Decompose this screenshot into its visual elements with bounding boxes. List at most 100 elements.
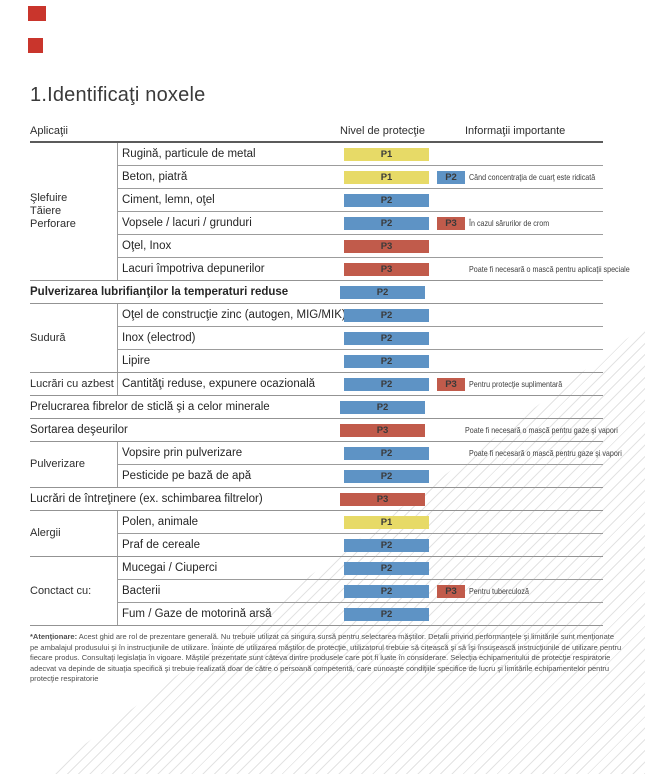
row-label: Pesticide pe bază de apă bbox=[122, 470, 252, 482]
table-row: Vopsire prin pulverizare P2 Poate fi nec… bbox=[118, 442, 622, 464]
extra-badge-slot bbox=[429, 539, 469, 552]
row-label: Lucrări de întreţinere (ex. schimbarea f… bbox=[30, 493, 263, 505]
table-section: Pulverizare Vopsire prin pulverizare P2 … bbox=[30, 442, 622, 488]
protection-level-badge: P2 bbox=[344, 308, 429, 322]
group-label: Sudură bbox=[30, 304, 118, 372]
row-label: Prelucrarea fibrelor de sticlă şi a celo… bbox=[30, 401, 270, 413]
protection-level-extra-badge: P3 bbox=[437, 216, 465, 230]
protection-level-badge: P2 bbox=[344, 584, 429, 598]
protection-level-badge: P2 bbox=[344, 561, 429, 575]
protection-level-badge: P2 bbox=[344, 331, 429, 345]
table-section: Pulverizarea lubrifianţilor la temperatu… bbox=[30, 281, 603, 304]
section-rows: Polen, animale P1 Praf de cereale P2 bbox=[118, 511, 603, 556]
row-label: Sortarea deşeurilor bbox=[30, 424, 128, 436]
row-note: În cazul sărurilor de crom bbox=[469, 218, 550, 228]
extra-badge-slot bbox=[429, 148, 469, 161]
row-note: Când concentraţia de cuarţ este ridicată bbox=[469, 172, 596, 182]
protection-level-extra-badge bbox=[437, 608, 465, 621]
section-rows: Vopsire prin pulverizare P2 Poate fi nec… bbox=[118, 442, 622, 487]
protection-level-badge: P1 bbox=[344, 515, 429, 529]
row-label: Pulverizarea lubrifianţilor la temperatu… bbox=[30, 286, 289, 298]
section-rows: Cantităţi reduse, expunere ocazională P2… bbox=[118, 373, 603, 395]
table-section: Lucrări cu azbest Cantităţi reduse, expu… bbox=[30, 373, 603, 396]
row-label: Cantităţi reduse, expunere ocazională bbox=[122, 378, 316, 390]
table-section: Prelucrarea fibrelor de sticlă şi a celo… bbox=[30, 396, 603, 419]
row-label: Vopsele / lacuri / grunduri bbox=[122, 217, 252, 229]
footnote-text: *Atenţionare: Acest ghid are rol de prez… bbox=[30, 632, 622, 685]
extra-badge-slot bbox=[425, 401, 465, 414]
row-label: Oţel de construcţie zinc (autogen, MIG/M… bbox=[122, 309, 344, 321]
protection-table: Şlefuire Tăiere Perforare Rugină, partic… bbox=[30, 143, 630, 626]
row-note: Pentru protecţie suplimentară bbox=[469, 379, 563, 389]
row-label: Vopsire prin pulverizare bbox=[122, 447, 243, 459]
protection-level-badge: P2 bbox=[344, 538, 429, 552]
group-label: Lucrări cu azbest bbox=[30, 373, 118, 395]
protection-level-extra-badge: P3 bbox=[437, 584, 465, 598]
column-header-nivel: Nivel de protecţie bbox=[340, 125, 425, 137]
protection-level-extra-badge: P3 bbox=[437, 377, 465, 391]
table-row: Lacuri împotriva depunerilor P3 Poate fi… bbox=[118, 257, 630, 280]
protection-level-extra-badge bbox=[437, 194, 465, 207]
table-row: Inox (electrod) P2 bbox=[118, 326, 603, 349]
table-header: Aplicaţii Nivel de protecţie Informaţii … bbox=[30, 123, 603, 143]
section-rows: Lucrări de întreţinere (ex. schimbarea f… bbox=[30, 488, 603, 510]
row-note: Pentru tuberculoză bbox=[469, 586, 529, 596]
protection-level-extra-badge bbox=[437, 148, 465, 161]
table-row: Pulverizarea lubrifianţilor la temperatu… bbox=[30, 281, 603, 303]
protection-level-badge: P2 bbox=[340, 400, 425, 414]
table-row: Pesticide pe bază de apă P2 bbox=[118, 464, 603, 487]
protection-level-badge: P2 bbox=[344, 469, 429, 483]
extra-badge-slot bbox=[429, 309, 469, 322]
protection-level-extra-badge bbox=[433, 401, 461, 414]
table-section: Conctact cu: Mucegai / Ciuperci P2 Bacte… bbox=[30, 557, 603, 626]
table-row: Praf de cereale P2 bbox=[118, 533, 603, 556]
extra-badge-slot bbox=[429, 263, 469, 276]
table-section: Şlefuire Tăiere Perforare Rugină, partic… bbox=[30, 143, 630, 281]
extra-badge-slot bbox=[429, 355, 469, 368]
row-label: Polen, animale bbox=[122, 516, 199, 528]
document-content: 1.Identificaţi noxele Aplicaţii Nivel de… bbox=[30, 84, 630, 685]
row-note: Poate fi necesară o mască pentru aplicaţ… bbox=[469, 264, 630, 274]
protection-level-extra-badge bbox=[433, 286, 461, 299]
protection-level-extra-badge bbox=[437, 309, 465, 322]
extra-badge-slot: P3 bbox=[429, 584, 469, 598]
row-note: Poate fi necesară o mască pentru gaze şi… bbox=[469, 448, 622, 458]
extra-badge-slot bbox=[429, 194, 469, 207]
protection-level-extra-badge bbox=[437, 562, 465, 575]
table-section: Sortarea deşeurilor P3 Poate fi necesară… bbox=[30, 419, 618, 442]
protection-level-extra-badge: P2 bbox=[437, 170, 465, 184]
table-row: Bacterii P2 P3 Pentru tuberculoză bbox=[118, 579, 603, 602]
section-rows: Pulverizarea lubrifianţilor la temperatu… bbox=[30, 281, 603, 303]
column-header-informatii: Informaţii importante bbox=[465, 125, 566, 137]
protection-level-extra-badge bbox=[433, 493, 461, 506]
group-label: Şlefuire Tăiere Perforare bbox=[30, 143, 118, 280]
row-label: Lacuri împotriva depunerilor bbox=[122, 263, 265, 275]
row-label: Ciment, lemn, oţel bbox=[122, 194, 215, 206]
row-label: Beton, piatră bbox=[122, 171, 188, 183]
page-title: 1.Identificaţi noxele bbox=[30, 84, 206, 106]
table-row: Beton, piatră P1 P2 Când concentraţia de… bbox=[118, 165, 603, 188]
extra-badge-slot bbox=[425, 424, 465, 437]
protection-level-badge: P3 bbox=[340, 492, 425, 506]
protection-level-badge: P2 bbox=[344, 354, 429, 368]
protection-level-extra-badge bbox=[437, 263, 465, 276]
protection-level-badge: P3 bbox=[340, 423, 425, 437]
extra-badge-slot bbox=[429, 608, 469, 621]
table-section: Lucrări de întreţinere (ex. schimbarea f… bbox=[30, 488, 603, 511]
table-row: Prelucrarea fibrelor de sticlă şi a celo… bbox=[30, 396, 603, 418]
extra-badge-slot bbox=[425, 493, 465, 506]
extra-badge-slot: P3 bbox=[429, 377, 469, 391]
protection-level-badge: P2 bbox=[344, 607, 429, 621]
extra-badge-slot bbox=[429, 562, 469, 575]
protection-level-badge: P2 bbox=[344, 193, 429, 207]
protection-level-extra-badge bbox=[437, 240, 465, 253]
protection-level-badge: P1 bbox=[344, 147, 429, 161]
row-label: Oţel, Inox bbox=[122, 240, 172, 252]
section-rows: Prelucrarea fibrelor de sticlă şi a celo… bbox=[30, 396, 603, 418]
logo-fragment bbox=[28, 38, 43, 53]
footnote-body: Acest ghid are rol de prezentare general… bbox=[30, 632, 622, 683]
table-row: Sortarea deşeurilor P3 Poate fi necesară… bbox=[30, 419, 618, 441]
row-label: Praf de cereale bbox=[122, 539, 200, 551]
protection-level-badge: P2 bbox=[344, 377, 429, 391]
table-row: Lucrări de întreţinere (ex. schimbarea f… bbox=[30, 488, 603, 510]
